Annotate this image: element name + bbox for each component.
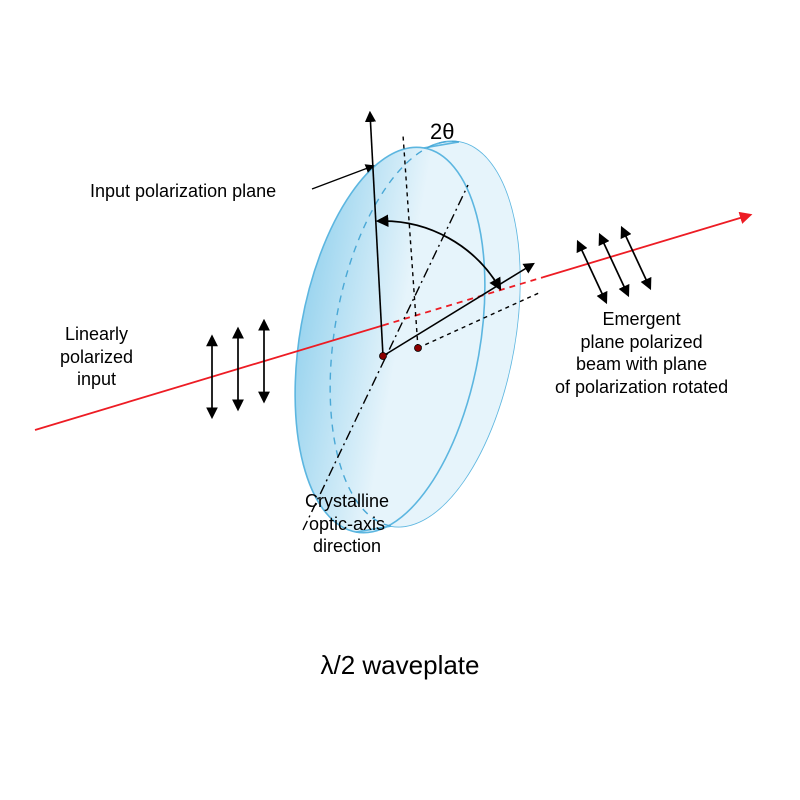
label-angle-2theta: 2θ <box>430 118 454 146</box>
diagram-title: λ/2 waveplate <box>0 650 800 681</box>
label-input-pol-plane: Input polarization plane <box>90 180 276 203</box>
output-polarization-arrow <box>578 242 606 302</box>
center-dot-back <box>415 345 422 352</box>
beam-outgoing <box>543 215 750 277</box>
label-linearly-polarized: Linearlypolarizedinput <box>60 323 133 391</box>
center-dot-front <box>380 353 387 360</box>
label-optic-axis: Crystallineoptic-axisdirection <box>305 490 389 558</box>
output-polarization-arrow <box>622 228 650 288</box>
label-emergent: Emergentplane polarizedbeam with planeof… <box>555 308 728 398</box>
output-polarization-arrow <box>600 235 628 295</box>
waveplate-disc <box>268 126 548 547</box>
